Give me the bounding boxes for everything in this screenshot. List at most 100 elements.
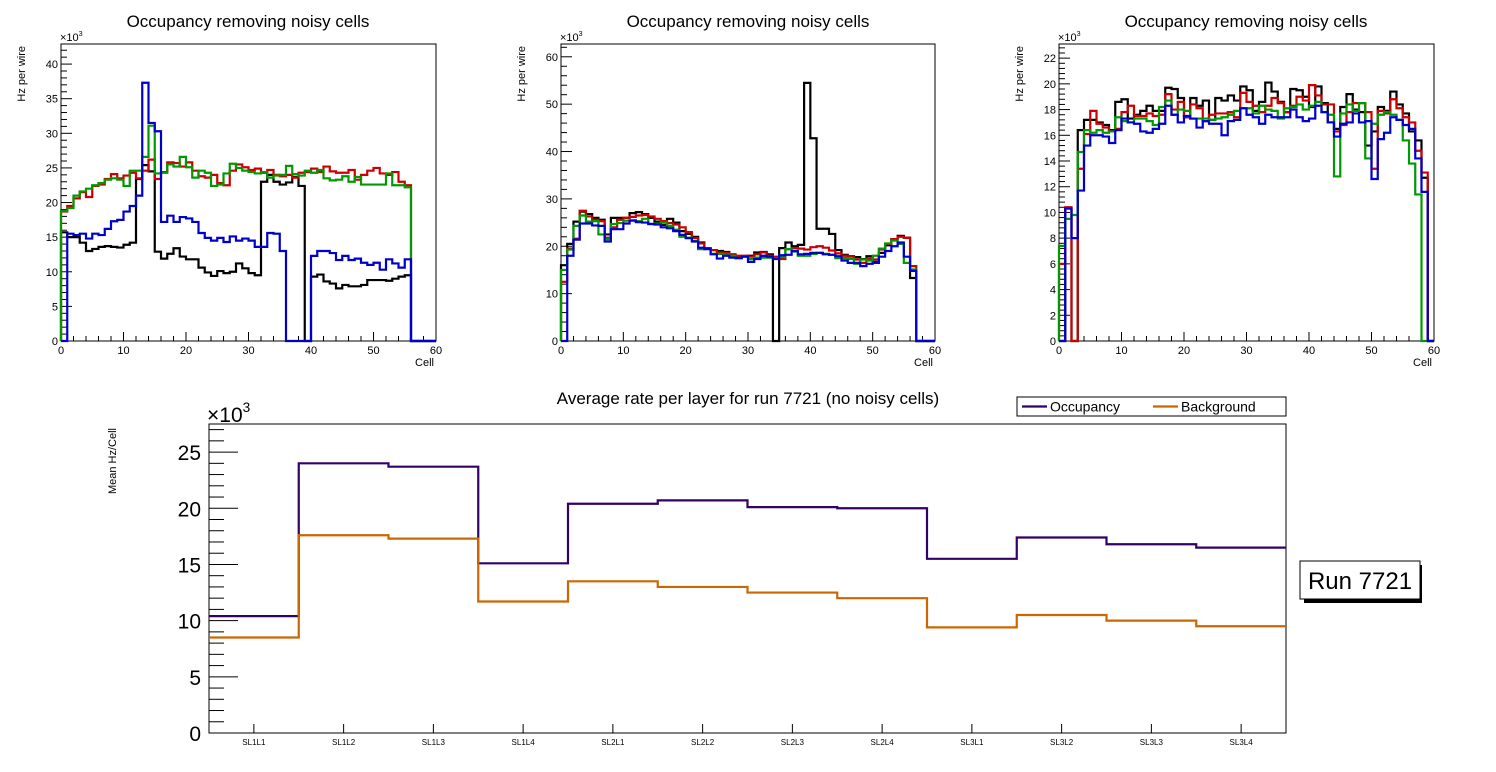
y-tick-label: 2	[1050, 310, 1056, 322]
y-tick-label: 14	[1044, 156, 1056, 168]
x-tick-label: 20	[680, 345, 692, 357]
histogram-panel-1: Occupancy removing noisy cells 0 5 10 15 20 25…	[16, 12, 442, 369]
y-tick-label: 40	[46, 59, 58, 71]
y-tick-label: 35	[46, 94, 58, 106]
x-tick-label: 10	[617, 345, 629, 357]
plot-frame	[560, 43, 936, 342]
x-tick-label: SL2L4	[871, 738, 895, 747]
y-multiplier-label: ×103	[1058, 30, 1081, 44]
series-blue-line	[61, 81, 436, 343]
x-tick-label: SL1L3	[422, 738, 446, 747]
series-green-line	[59, 124, 436, 343]
y-tick-label: 8	[1050, 233, 1056, 245]
legend: Occupancy Background	[1016, 396, 1287, 417]
y-multiplier-label: ×103	[560, 30, 583, 44]
y-tick-label: 0	[552, 336, 558, 348]
series-red-line	[59, 158, 436, 343]
x-tick-label: SL3L3	[1140, 738, 1164, 747]
x-tick-label: 60	[1428, 345, 1440, 357]
y-tick-label: 18	[1044, 105, 1056, 117]
y-tick-label: 5	[52, 301, 58, 313]
chart-title: Average rate per layer for run 7721 (no …	[557, 389, 939, 408]
run-annotation: Run 7721	[1299, 560, 1422, 603]
annotation-text: Run 7721	[1308, 568, 1412, 595]
legend-label-occupancy: Occupancy	[1050, 399, 1120, 415]
annotation-box	[1299, 560, 1421, 600]
x-tick-label: 0	[558, 345, 564, 357]
y-multiplier-label: ×103	[207, 400, 250, 427]
series-green-line	[559, 214, 935, 343]
y-tick-label: 15	[178, 554, 201, 577]
x-tick-label: 30	[242, 345, 254, 357]
x-tick-label: 0	[58, 345, 64, 357]
series-black-line	[59, 164, 436, 343]
series-occupancy-line	[209, 462, 1286, 618]
y-tick-label: 60	[546, 52, 558, 64]
y-axis-title: Hz per wire	[516, 46, 528, 102]
x-tick-label: SL2L3	[781, 738, 805, 747]
x-tick-label: SL2L2	[691, 738, 715, 747]
y-axis-title: Hz per wire	[1014, 46, 1026, 102]
y-tick-label: 20	[546, 241, 558, 253]
x-tick-label: SL3L1	[960, 738, 984, 747]
x-tick-label: SL1L4	[512, 738, 536, 747]
x-tick-label: 40	[804, 345, 816, 357]
x-tick-label: 10	[117, 345, 129, 357]
y-tick-label: 0	[189, 723, 201, 746]
y-tick-label: 10	[46, 267, 58, 279]
y-tick-label: 12	[1044, 182, 1056, 194]
chart-title: Occupancy removing noisy cells	[627, 12, 870, 31]
y-tick-label: 30	[46, 128, 58, 140]
y-tick-label: 10	[546, 289, 558, 301]
y-tick-label: 40	[546, 147, 558, 159]
series-black-line	[559, 81, 935, 343]
x-axis-title: Cell	[1413, 357, 1432, 369]
plot-frame	[208, 423, 1287, 734]
y-tick-label: 22	[1044, 53, 1056, 65]
y-axis-title: Mean Hz/Cell	[107, 428, 119, 494]
y-tick-label: 20	[46, 198, 58, 210]
x-tick-label: SL2L1	[601, 738, 625, 747]
x-tick-label: SL1L1	[242, 738, 266, 747]
y-tick-label: 30	[546, 194, 558, 206]
y-tick-label: 20	[1044, 79, 1056, 91]
y-tick-label: 20	[178, 498, 201, 521]
y-tick-label: 0	[52, 336, 58, 348]
chart-title: Occupancy removing noisy cells	[127, 12, 370, 31]
x-tick-label: 30	[742, 345, 754, 357]
x-tick-label: SL3L4	[1230, 738, 1254, 747]
y-tick-label: 6	[1050, 259, 1056, 271]
x-tick-label: 30	[1240, 345, 1252, 357]
legend-box	[1016, 396, 1287, 417]
y-tick-label: 16	[1044, 130, 1056, 142]
y-tick-label: 25	[178, 442, 201, 465]
x-tick-label: 10	[1115, 345, 1127, 357]
y-tick-label: 25	[46, 163, 58, 175]
y-tick-label: 50	[546, 99, 558, 111]
y-tick-label: 10	[178, 611, 201, 634]
series-blue-line	[1059, 104, 1434, 343]
legend-label-background: Background	[1181, 399, 1256, 415]
y-multiplier-label: ×103	[60, 30, 83, 44]
x-tick-label: SL3L2	[1050, 738, 1074, 747]
x-tick-label: 0	[1056, 345, 1062, 357]
x-tick-label: 60	[929, 345, 941, 357]
x-axis-title: Cell	[415, 357, 434, 369]
x-axis-title: Cell	[914, 357, 933, 369]
y-tick-label: 4	[1050, 285, 1056, 297]
layer-rate-panel: Average rate per layer for run 7721 (no …	[107, 389, 1422, 747]
x-tick-label: SL1L2	[332, 738, 356, 747]
series-background-line	[209, 534, 1286, 639]
plot-frame	[60, 43, 437, 342]
x-tick-label: 40	[305, 345, 317, 357]
y-tick-label: 10	[1044, 207, 1056, 219]
series-blue-line	[561, 219, 935, 343]
x-tick-label: 50	[367, 345, 379, 357]
chart-title: Occupancy removing noisy cells	[1125, 12, 1368, 31]
x-tick-label: 50	[1365, 345, 1377, 357]
y-tick-label: 15	[46, 232, 58, 244]
x-tick-label: 50	[867, 345, 879, 357]
x-tick-label: 60	[430, 345, 442, 357]
y-tick-label: 5	[189, 667, 201, 690]
